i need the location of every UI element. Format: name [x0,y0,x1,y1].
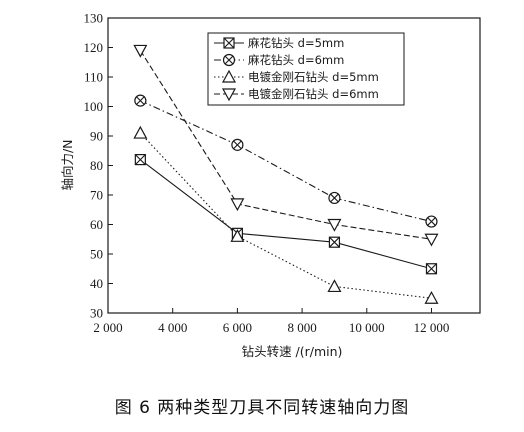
legend-marker [221,88,237,102]
data-point-marker [425,263,438,275]
x-tick-label: 4 000 [158,320,187,335]
x-tick-label: 8 000 [287,320,316,335]
x-axis: 2 000 4 000 6 000 8 000 10 000 12 000 [93,308,449,335]
data-point-marker [134,94,147,107]
data-point-marker [134,154,146,166]
legend: 麻花钻头 d=5mm 麻花钻头 d=6mm 电镀金刚石钻头 d=5mm 电镀金刚石钻头… [207,32,405,106]
legend-box [207,32,405,106]
legend-label: 麻花钻头 d=6mm [248,53,344,67]
y-tick-label: 130 [84,11,104,26]
y-tick-label: 100 [84,99,104,114]
y-tick-label: 80 [90,158,103,173]
data-point-marker [231,138,244,151]
y-tick-label: 120 [84,40,104,55]
data-point-marker [230,229,245,242]
y-tick-label: 90 [90,129,103,144]
data-point-marker [327,279,342,293]
data-point-marker [328,191,341,205]
data-point-marker [424,290,439,304]
y-tick-label: 40 [90,276,103,291]
figure-caption: 图 6 两种类型刀具不同转速轴向力图 [115,398,410,418]
data-point-marker [133,44,148,58]
y-tick-label: 110 [84,70,103,85]
x-axis-title: 钻头转速 /(r/min) [242,344,343,359]
series-lines [139,50,432,299]
data-point-marker [230,198,245,212]
data-point-marker [327,218,342,232]
x-tick-label: 12 000 [414,320,450,335]
y-axis: 30 40 50 60 70 80 90 100 110 120 130 [84,11,113,321]
legend-marker [221,69,237,83]
legend-label: 电镀金刚石钻头 d=6mm [248,87,379,101]
data-point-marker [133,125,148,139]
series-line-3 [139,132,432,299]
series-line-1 [140,159,432,270]
series-markers [133,44,439,304]
x-tick-label: 6 000 [223,320,252,335]
x-tick-label: 2 000 [93,320,122,335]
y-axis-title: 轴向力/N [60,139,75,190]
series-line-4 [139,50,432,240]
series-line-2 [140,100,432,223]
x-tick-label: 10 000 [349,320,385,335]
y-tick-label: 30 [90,306,103,321]
data-point-marker [425,215,438,228]
data-point-marker [328,236,341,248]
legend-marker [223,37,235,49]
data-point-marker [424,233,439,247]
y-tick-label: 50 [90,247,103,262]
y-tick-label: 70 [90,188,103,203]
legend-label: 麻花钻头 d=5mm [248,36,344,50]
legend-marker [222,53,236,67]
y-tick-label: 60 [90,217,103,232]
legend-label: 电镀金刚石钻头 d=5mm [248,70,379,84]
